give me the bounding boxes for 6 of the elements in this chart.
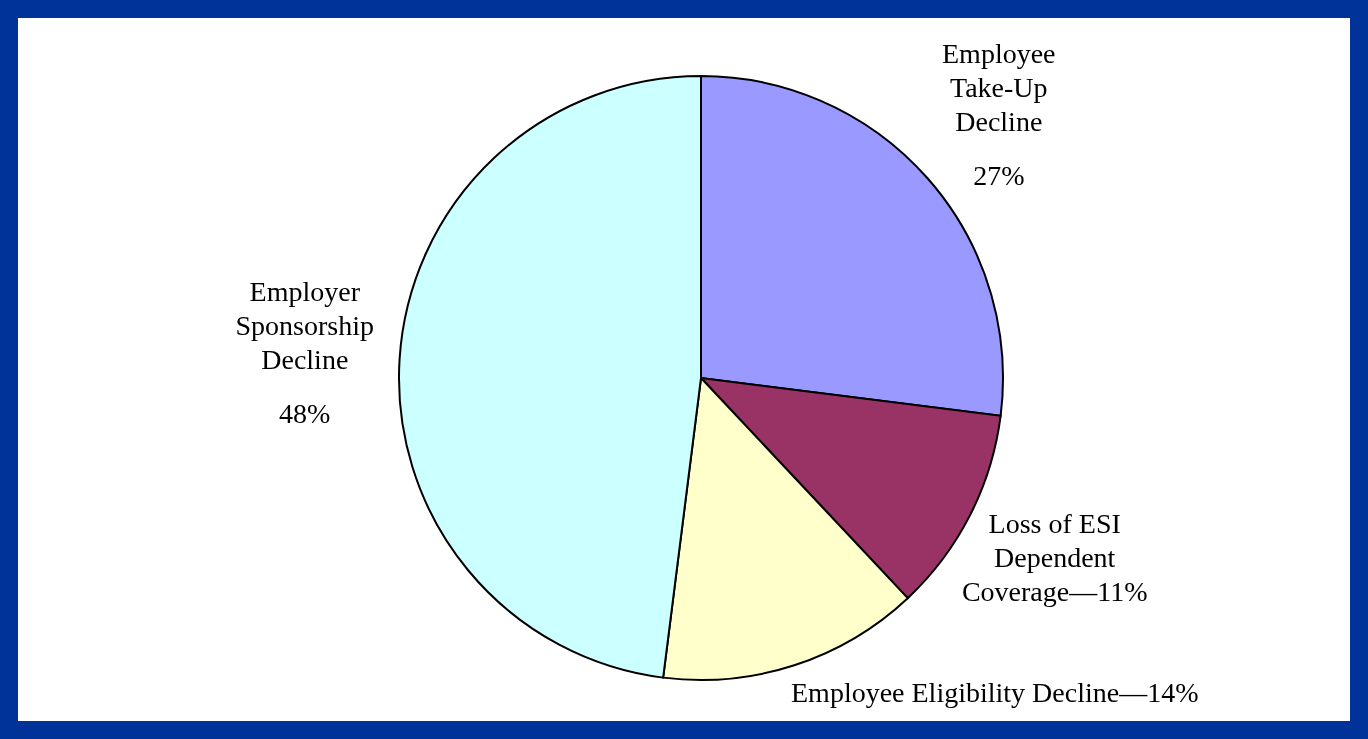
slice-label: Employer Sponsorship Decline xyxy=(235,275,375,375)
data-label: 27% xyxy=(973,159,1025,191)
slice-label: Loss of ESI Dependent Coverage—11% xyxy=(961,507,1148,607)
slice-label: Employee Eligibility Decline—14% xyxy=(791,677,1199,709)
slice-label: Employee Take-Up Decline xyxy=(942,37,1056,137)
data-label: 48% xyxy=(279,397,331,429)
